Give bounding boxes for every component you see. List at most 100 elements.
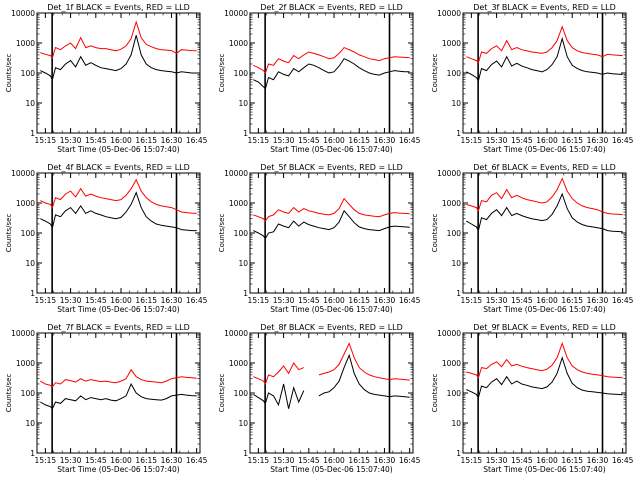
x-tick-label: 16:45 — [399, 296, 421, 305]
chart-panel-2: Det_2f BLACK = Events, RED = LLD 1 10 100 10… — [218, 3, 421, 154]
y-tick-label: 10 — [451, 99, 461, 108]
y-tick-label: 100 — [21, 69, 36, 78]
y-tick-label: 10 — [451, 259, 461, 268]
y-tick-label: 10000 — [437, 9, 461, 18]
y-axis-label: Counts/sec — [5, 374, 13, 413]
x-tick-label: 16:30 — [161, 296, 183, 305]
x-tick-label: 15:15 — [248, 136, 270, 145]
y-tick-label: 1000 — [16, 359, 35, 368]
chart-panel-3: Det_3f BLACK = Events, RED = LLD 1 10 100 10… — [431, 3, 634, 154]
x-tick-label: 15:30 — [486, 456, 508, 465]
x-tick-label: 15:15 — [248, 296, 270, 305]
x-tick-label: 15:30 — [273, 456, 295, 465]
y-tick-label: 100 — [234, 69, 249, 78]
series-line-lld — [40, 368, 197, 388]
y-tick-label: 10000 — [11, 169, 35, 178]
x-tick-label: 16:30 — [161, 136, 183, 145]
plot-frame — [36, 332, 201, 454]
x-tick-label: 16:45 — [612, 456, 634, 465]
x-tick-label: 15:45 — [85, 136, 107, 145]
x-axis-label: Start Time (05-Dec-06 15:07:40) — [483, 305, 605, 314]
x-tick-label: 16:45 — [186, 296, 208, 305]
x-tick-label: 16:00 — [323, 456, 345, 465]
x-tick-label: 15:45 — [298, 136, 320, 145]
x-tick-label: 16:30 — [374, 136, 396, 145]
y-tick-label: 100 — [234, 389, 249, 398]
y-axis-label: Counts/sec — [431, 54, 439, 93]
chart-title: Det_3f BLACK = Events, RED = LLD — [473, 3, 616, 12]
x-tick-label: 15:45 — [511, 456, 533, 465]
chart-panel-6: Det_6f BLACK = Events, RED = LLD 1 10 100 10… — [431, 163, 634, 314]
y-tick-label: 1000 — [442, 359, 461, 368]
y-tick-label: 10 — [238, 259, 248, 268]
y-tick-label: 10000 — [437, 329, 461, 338]
chart-title: Det_4f BLACK = Events, RED = LLD — [47, 163, 190, 172]
x-tick-label: 15:30 — [60, 456, 82, 465]
x-tick-label: 15:30 — [60, 296, 82, 305]
y-axis-label: Counts/sec — [5, 54, 13, 93]
x-axis-label: Start Time (05-Dec-06 15:07:40) — [57, 465, 179, 474]
x-tick-label: 16:15 — [135, 456, 157, 465]
series-line-events — [40, 382, 197, 410]
x-axis-label: Start Time (05-Dec-06 15:07:40) — [57, 305, 179, 314]
x-tick-label: 15:30 — [273, 296, 295, 305]
y-tick-label: 1 — [456, 449, 461, 458]
y-tick-label: 1000 — [229, 39, 248, 48]
series-line-lld — [40, 178, 197, 214]
x-axis-label: Start Time (05-Dec-06 15:07:40) — [270, 305, 392, 314]
x-tick-label: 16:00 — [536, 456, 558, 465]
series-line-events — [40, 191, 197, 232]
x-tick-label: 16:15 — [561, 456, 583, 465]
y-tick-label: 100 — [447, 229, 462, 238]
chart-title: Det_8f BLACK = Events, RED = LLD — [260, 323, 403, 332]
x-tick-label: 15:45 — [298, 456, 320, 465]
x-tick-label: 15:15 — [461, 456, 483, 465]
y-tick-label: 100 — [447, 389, 462, 398]
x-tick-label: 16:15 — [135, 136, 157, 145]
x-tick-label: 16:00 — [536, 296, 558, 305]
x-axis-label: Start Time (05-Dec-06 15:07:40) — [270, 145, 392, 154]
y-tick-label: 10000 — [224, 329, 248, 338]
x-tick-label: 15:45 — [85, 296, 107, 305]
x-tick-label: 15:15 — [35, 456, 57, 465]
series-line-lld — [253, 342, 410, 386]
y-axis-label: Counts/sec — [5, 214, 13, 253]
chart-title: Det_9f BLACK = Events, RED = LLD — [473, 323, 616, 332]
x-tick-label: 16:15 — [561, 136, 583, 145]
plot-frame — [249, 332, 414, 454]
y-axis-label: Counts/sec — [218, 214, 226, 253]
y-tick-label: 1 — [456, 129, 461, 138]
chart-panel-1: Det_1f BLACK = Events, RED = LLD 1 10 100 10… — [5, 3, 208, 154]
y-tick-label: 100 — [234, 229, 249, 238]
x-tick-label: 16:45 — [612, 296, 634, 305]
x-axis-label: Start Time (05-Dec-06 15:07:40) — [483, 145, 605, 154]
x-tick-label: 15:30 — [60, 136, 82, 145]
plot-frame — [462, 172, 627, 294]
series-line-lld — [253, 47, 410, 75]
y-tick-label: 100 — [447, 69, 462, 78]
y-tick-label: 1000 — [442, 199, 461, 208]
y-axis-label: Counts/sec — [218, 374, 226, 413]
y-tick-label: 10000 — [11, 329, 35, 338]
y-tick-label: 1 — [30, 129, 35, 138]
y-tick-label: 10 — [25, 99, 35, 108]
y-tick-label: 10000 — [11, 9, 35, 18]
series-line-events — [466, 36, 623, 83]
series-line-lld — [40, 20, 197, 59]
x-tick-label: 16:15 — [348, 296, 370, 305]
x-tick-label: 16:15 — [135, 296, 157, 305]
y-tick-label: 10 — [238, 419, 248, 428]
y-axis-label: Counts/sec — [218, 54, 226, 93]
y-tick-label: 1000 — [229, 199, 248, 208]
series-line-events — [466, 192, 623, 233]
x-tick-label: 16:00 — [110, 296, 132, 305]
x-axis-label: Start Time (05-Dec-06 15:07:40) — [270, 465, 392, 474]
chart-title: Det_5f BLACK = Events, RED = LLD — [260, 163, 403, 172]
series-line-events — [253, 209, 410, 240]
x-tick-label: 16:30 — [374, 296, 396, 305]
plot-frame — [249, 172, 414, 294]
chart-title: Det_6f BLACK = Events, RED = LLD — [473, 163, 616, 172]
chart-title: Det_2f BLACK = Events, RED = LLD — [260, 3, 403, 12]
x-tick-label: 15:15 — [248, 456, 270, 465]
